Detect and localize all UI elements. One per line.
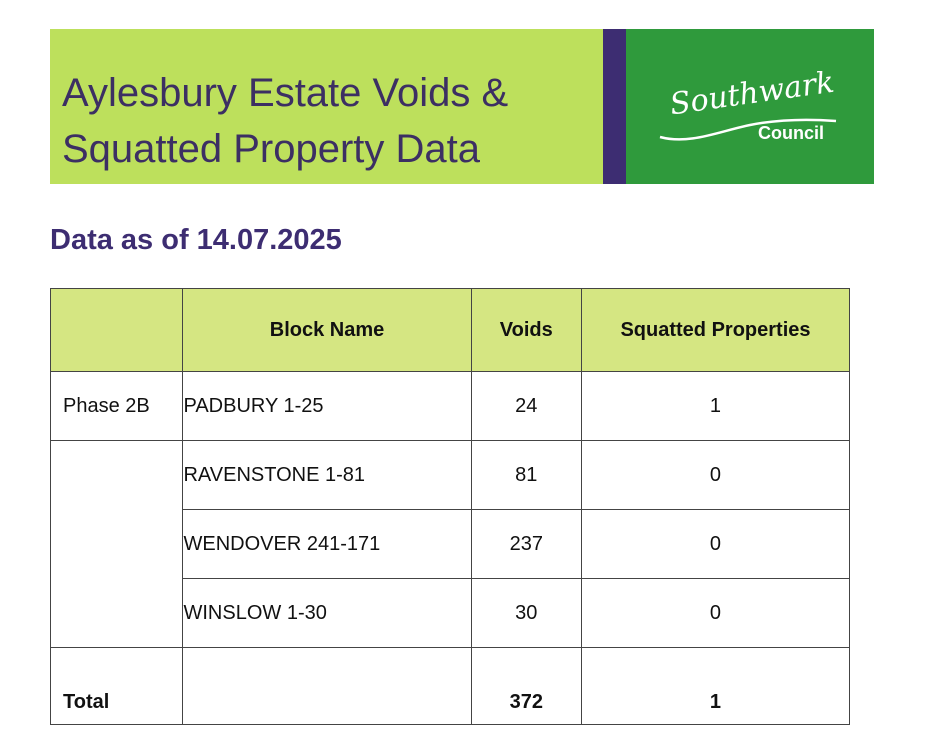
voids-cell: 24 [470, 371, 582, 441]
phase-cell [49, 509, 184, 579]
squatted-cell: 1 [580, 371, 851, 441]
block-name-cell: PADBURY 1-25 [182, 371, 472, 441]
block-name-cell: RAVENSTONE 1-81 [182, 440, 472, 510]
total-squatted-cell: 1 [580, 647, 851, 725]
phase-cell [49, 440, 184, 510]
column-header-block-name: Block Name [182, 288, 472, 372]
squatted-cell: 0 [580, 440, 851, 510]
header-banner: Aylesbury Estate Voids & Squatted Proper… [50, 29, 603, 184]
logo-script-text: Southwark [668, 71, 837, 122]
phase-cell: Phase 2B [49, 371, 184, 441]
table-row: WINSLOW 1-30 30 0 [49, 578, 851, 648]
table-total-row: Total 372 1 [49, 647, 851, 725]
voids-cell: 30 [470, 578, 582, 648]
block-name-cell: WENDOVER 241-171 [182, 509, 472, 579]
total-block-cell [182, 647, 472, 725]
southwark-logo-icon: Southwark [659, 71, 837, 141]
table-row: Phase 2B PADBURY 1-25 24 1 [49, 371, 851, 441]
header-divider-bar [603, 29, 626, 184]
squatted-cell: 0 [580, 578, 851, 648]
logo-swoosh [659, 118, 837, 141]
column-header-squatted: Squatted Properties [580, 288, 851, 372]
table-row: RAVENSTONE 1-81 81 0 [49, 440, 851, 510]
squatted-cell: 0 [580, 509, 851, 579]
phase-cell [49, 578, 184, 648]
voids-cell: 81 [470, 440, 582, 510]
title-line-1: Aylesbury Estate Voids & [62, 71, 509, 115]
column-header-voids: Voids [470, 288, 582, 372]
voids-cell: 237 [470, 509, 582, 579]
data-date-heading: Data as of 14.07.2025 [50, 224, 342, 256]
total-voids-cell: 372 [470, 647, 582, 725]
block-name-cell: WINSLOW 1-30 [182, 578, 472, 648]
title-line-2: Squatted Property Data [62, 127, 481, 171]
southwark-council-logo: Southwark Council [626, 29, 874, 184]
table-header-row: Block Name Voids Squatted Properties [49, 288, 851, 372]
column-header-phase [49, 288, 184, 372]
total-label-cell: Total [49, 647, 184, 725]
page-title: Aylesbury Estate Voids & Squatted Proper… [62, 65, 592, 177]
logo-council-text: Council [758, 123, 824, 143]
voids-table: Block Name Voids Squatted Properties Pha… [49, 288, 851, 725]
table-row: WENDOVER 241-171 237 0 [49, 509, 851, 579]
